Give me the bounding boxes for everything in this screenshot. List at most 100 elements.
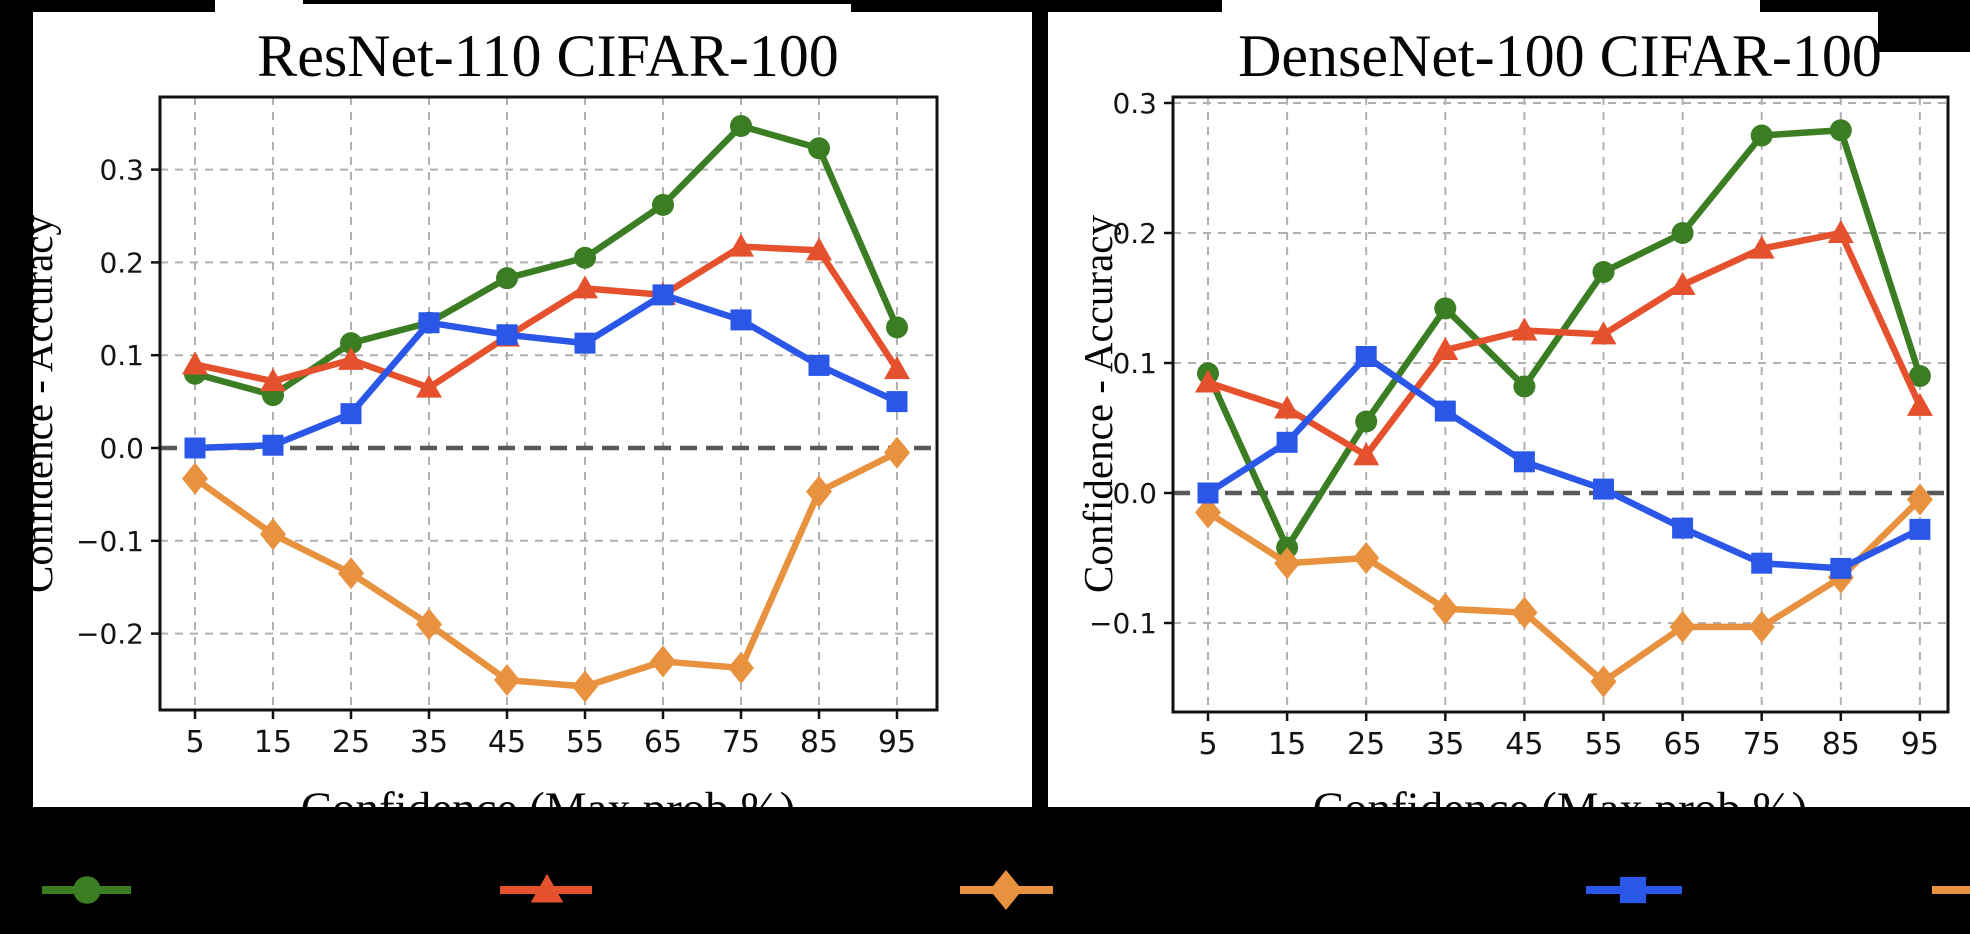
x-tick-label: 95 (1901, 727, 1939, 762)
legend-marker-diamond (989, 870, 1023, 910)
x-tick-label: 35 (410, 725, 448, 760)
data-point-blue-square (730, 309, 752, 331)
legend-marker-circle (73, 876, 101, 904)
data-point-red-triangle (260, 368, 286, 392)
data-point-blue-square (1593, 478, 1614, 500)
top-strip-right (1760, 0, 1878, 12)
top-strip-left (0, 0, 215, 12)
data-point-blue-square (1355, 346, 1377, 367)
data-point-green-circle (730, 114, 752, 137)
x-tick-label: 45 (1505, 727, 1543, 762)
right-panel-top-notch (1222, 0, 1760, 12)
x-tick-label: 95 (878, 725, 916, 760)
data-point-orange-diamond (1353, 542, 1380, 574)
data-point-blue-square (1672, 517, 1694, 539)
legend-item-orange-diamond-series-marker (960, 870, 1053, 910)
x-tick-label: 25 (332, 725, 370, 760)
legend-marker-square (1619, 876, 1647, 904)
legend-item-blue-square-series-marker (1586, 876, 1682, 904)
data-point-blue-square (1434, 400, 1456, 422)
y-tick-label: −0.2 (76, 618, 144, 651)
left-panel-background (33, 12, 1032, 807)
series-orange-diamond (182, 436, 910, 703)
series-line-orange-diamond (191, 449, 901, 690)
top-strip-middle (851, 0, 1222, 12)
series-line-red-triangle (191, 243, 901, 391)
data-point-green-circle (1355, 410, 1378, 433)
data-point-orange-diamond (338, 557, 364, 590)
y-tick-label: 0.3 (99, 154, 144, 187)
x-tick-label: 55 (1584, 727, 1622, 762)
data-point-red-triangle (728, 233, 754, 257)
data-point-orange-diamond (1432, 592, 1459, 625)
data-point-blue-square (1909, 518, 1931, 540)
data-point-red-triangle (884, 356, 910, 380)
plot-border (158, 95, 939, 712)
data-point-orange-diamond (494, 664, 520, 696)
data-point-green-circle (808, 137, 830, 160)
data-point-orange-diamond (806, 475, 832, 508)
y-tick-label: 0.1 (1112, 347, 1157, 380)
left-edge-black-strip (0, 0, 33, 934)
x-tick-label: 35 (1426, 727, 1464, 762)
data-point-green-circle (1671, 222, 1694, 244)
right-chart-title: DenseNet-100 CIFAR-100 (1238, 23, 1882, 89)
data-point-orange-diamond (1748, 610, 1775, 643)
chart-resnet110: 0.3 0.2 0.1 0.0 −0.1 −0.2 5 15 25 35 45 55 65 75 85 95 (76, 95, 939, 760)
right-y-axis-label: Confidence - Accuracy (1075, 215, 1121, 593)
y-tick-label: 0.2 (1112, 217, 1157, 250)
x-tick-label: 25 (1347, 727, 1385, 762)
x-tick-label: 45 (488, 725, 526, 760)
data-point-green-circle (496, 267, 518, 290)
series-line-blue-square (191, 291, 901, 452)
data-point-blue-square (574, 332, 596, 354)
top-right-black-patch (1878, 0, 1970, 52)
data-point-red-triangle (1906, 392, 1933, 416)
data-point-blue-square (886, 391, 908, 413)
data-point-orange-diamond (1906, 483, 1933, 516)
data-point-red-triangle (1748, 235, 1775, 259)
data-point-red-triangle (1432, 337, 1459, 360)
data-point-green-circle (1592, 261, 1615, 283)
data-point-orange-diamond (1195, 496, 1221, 529)
data-point-blue-square (418, 312, 440, 334)
data-point-orange-diamond (1274, 547, 1301, 580)
y-tick-label: 0.2 (99, 246, 144, 279)
data-point-green-circle (652, 193, 674, 216)
data-point-orange-diamond (416, 608, 442, 641)
data-point-blue-square (1197, 482, 1219, 504)
top-thin-line (303, 0, 851, 4)
y-tick-label: −0.1 (76, 525, 144, 558)
data-point-orange-diamond (884, 436, 910, 469)
data-point-orange-diamond (1669, 610, 1696, 643)
chart-densenet100: 0.3 0.2 0.1 0.0 −0.1 5 15 25 35 45 55 65 75 85 95 (1089, 87, 1950, 762)
data-point-red-triangle (1511, 317, 1538, 341)
data-point-red-triangle (1669, 272, 1696, 295)
data-point-red-triangle (1274, 395, 1301, 419)
x-tick-label: 75 (722, 725, 760, 760)
data-point-orange-diamond (182, 462, 208, 495)
data-point-green-circle (886, 316, 908, 339)
bottom-legend-strip (0, 807, 1970, 934)
x-tick-label: 75 (1743, 727, 1781, 762)
series-blue-square (184, 284, 908, 459)
x-tick-label: 85 (800, 725, 838, 760)
x-tick-label: 5 (1198, 727, 1217, 762)
data-point-blue-square (496, 324, 518, 346)
data-point-blue-square (652, 284, 674, 306)
x-tick-label: 15 (1268, 727, 1306, 762)
data-point-blue-square (808, 354, 830, 376)
left-panel-top-notch-2 (303, 4, 851, 12)
left-panel-top-notch (215, 0, 303, 12)
series-line-orange-diamond (1204, 496, 1924, 685)
plot-border (1171, 95, 1950, 714)
panel-separator-bar (1032, 0, 1048, 807)
left-chart-title: ResNet-110 CIFAR-100 (257, 23, 839, 89)
data-point-green-circle (1750, 124, 1773, 147)
data-point-blue-square (262, 434, 284, 456)
x-tick-label: 65 (644, 725, 682, 760)
data-point-green-circle (1829, 119, 1852, 142)
data-point-green-circle (1513, 375, 1536, 398)
